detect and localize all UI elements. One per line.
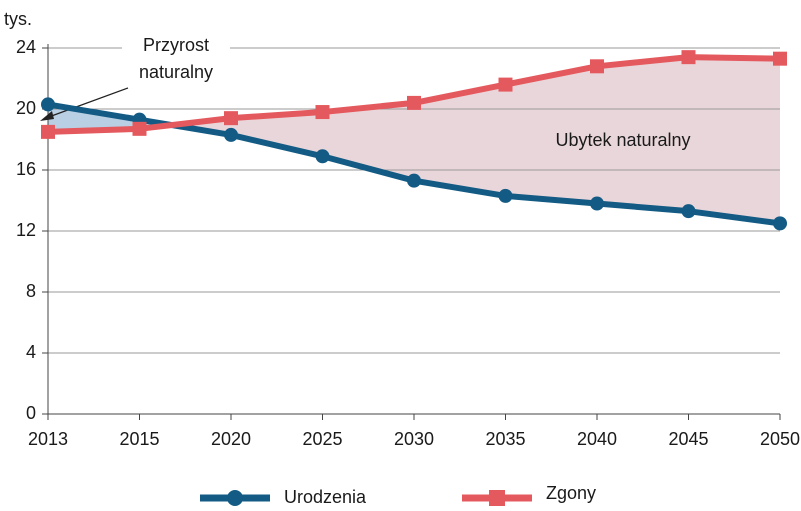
point — [41, 97, 55, 112]
point — [498, 188, 513, 203]
point — [132, 121, 147, 136]
x-tick-label: 2050 — [760, 429, 800, 449]
x-tick-label: 2015 — [119, 429, 159, 449]
unit-label: tys. — [4, 9, 32, 29]
x-tick-label: 2013 — [28, 429, 68, 449]
arrow-head — [40, 111, 54, 121]
legend-label: Urodzenia — [284, 487, 367, 507]
x-tick-label: 2035 — [485, 429, 525, 449]
point — [498, 77, 513, 92]
y-tick-label: 16 — [16, 159, 36, 179]
point — [681, 50, 696, 65]
point — [590, 196, 604, 211]
annotation: Przyrost — [143, 35, 209, 55]
point — [407, 173, 421, 188]
point — [407, 95, 421, 110]
point — [41, 124, 55, 139]
between-area — [48, 104, 140, 132]
legend-marker — [489, 490, 505, 506]
between-area — [505, 66, 597, 204]
point — [681, 204, 696, 219]
legend-label: Zgony — [546, 483, 596, 503]
point — [773, 216, 787, 231]
annotation-bg — [122, 36, 230, 58]
y-tick-label: 24 — [16, 37, 36, 57]
point — [590, 59, 604, 74]
y-tick-label: 20 — [16, 98, 36, 118]
y-tick-label: 4 — [26, 342, 36, 362]
x-tick-label: 2025 — [302, 429, 342, 449]
y-tick-label: 12 — [16, 220, 36, 240]
between-area — [688, 57, 780, 224]
y-tick-label: 0 — [26, 403, 36, 423]
between-area — [597, 57, 689, 212]
x-tick-label: 2020 — [211, 429, 251, 449]
point — [773, 51, 787, 66]
x-tick-label: 2030 — [394, 429, 434, 449]
point — [224, 127, 238, 142]
between-area — [231, 112, 323, 157]
y-tick-label: 8 — [26, 281, 36, 301]
annotation: Ubytek naturalny — [555, 130, 690, 150]
point — [315, 149, 330, 164]
legend-marker — [227, 490, 243, 506]
x-tick-label: 2040 — [577, 429, 617, 449]
point — [224, 111, 238, 126]
x-tick-label: 2045 — [668, 429, 708, 449]
between-area — [414, 84, 506, 196]
annotation-arrow — [45, 87, 129, 119]
point — [315, 105, 330, 120]
annotation: naturalny — [139, 62, 213, 82]
